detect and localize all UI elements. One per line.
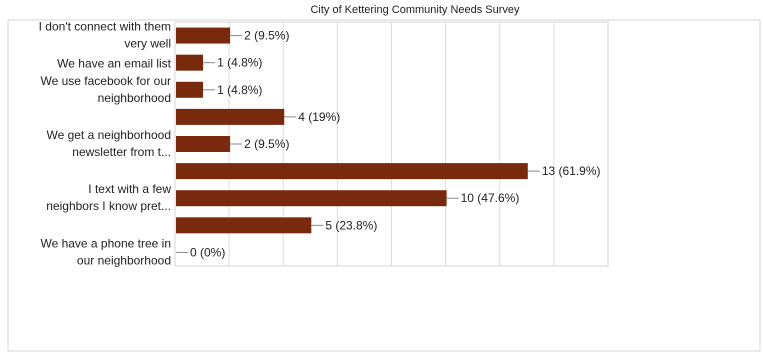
category-label: neighbors I know pret...: [46, 199, 171, 213]
category-label: I text with a few: [88, 182, 171, 196]
data-label: 4 (19%): [298, 110, 340, 124]
data-label: 10 (47.6%): [461, 191, 520, 205]
category-label: We have a phone tree in: [40, 236, 171, 250]
bar[interactable]: [176, 27, 231, 44]
data-label: 5 (23.8%): [325, 218, 377, 232]
category-label: newsletter from t...: [72, 145, 171, 159]
bar[interactable]: [176, 190, 447, 207]
data-label: 1 (4.8%): [217, 83, 262, 97]
chart-title: City of Kettering Community Needs Survey: [310, 4, 520, 16]
bar[interactable]: [176, 217, 312, 234]
data-label: 2 (9.5%): [244, 137, 289, 151]
bar[interactable]: [176, 81, 204, 98]
category-label: We have an email list: [57, 57, 171, 71]
bar[interactable]: [176, 54, 204, 71]
category-label: very well: [124, 37, 171, 51]
plot-area: I don't connect with them very well 2 (9.5…: [39, 20, 609, 267]
bar[interactable]: [176, 108, 285, 125]
category-label: our neighborhood: [77, 253, 171, 267]
bar[interactable]: [176, 163, 528, 180]
category-label: We use facebook for our: [40, 74, 171, 88]
bar[interactable]: [176, 136, 231, 152]
data-label: 2 (9.5%): [244, 29, 289, 43]
category-label: We get a neighborhood: [46, 128, 171, 142]
category-label: neighborhood: [98, 91, 171, 105]
data-label: 0 (0%): [190, 245, 225, 259]
data-label: 13 (61.9%): [542, 164, 601, 178]
category-label: I don't connect with them: [39, 20, 171, 34]
data-label: 1 (4.8%): [217, 56, 262, 70]
